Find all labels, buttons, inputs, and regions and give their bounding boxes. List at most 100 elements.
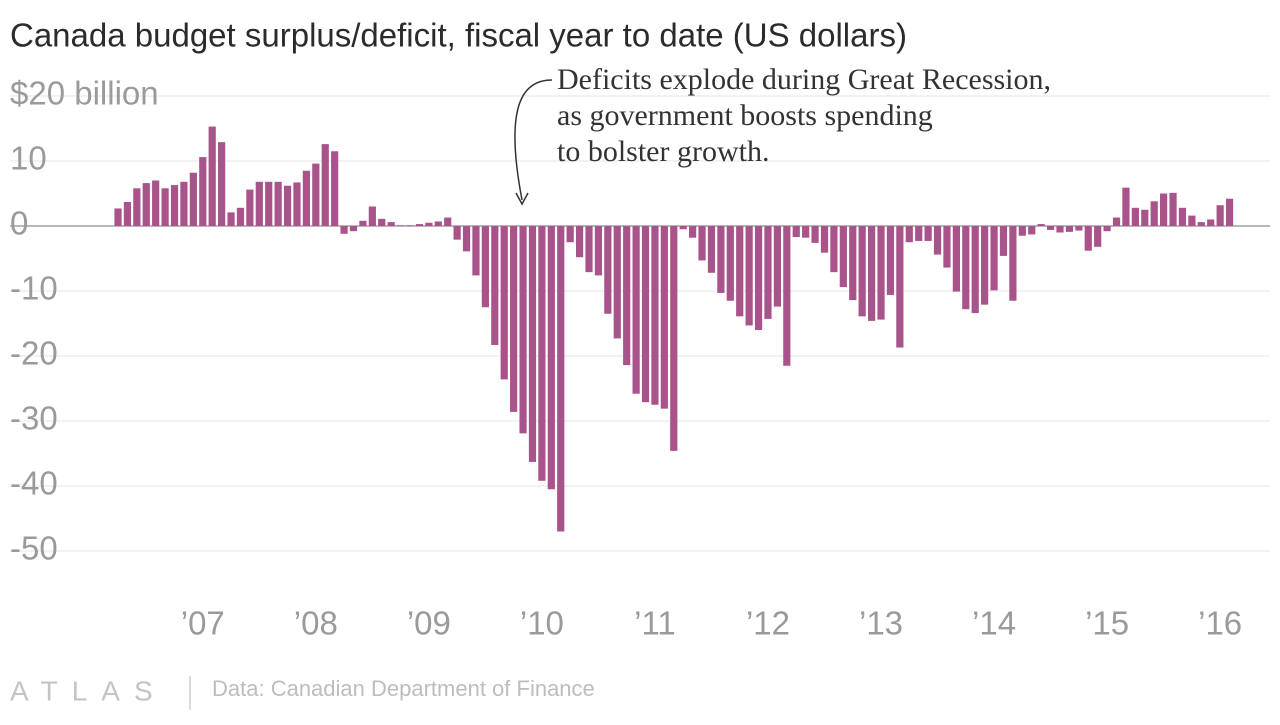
bar: [623, 226, 631, 366]
y-tick-label: -10: [10, 270, 58, 307]
bar: [557, 226, 565, 532]
bar: [1150, 201, 1158, 226]
bar: [1103, 226, 1111, 232]
bar: [425, 222, 433, 226]
logo: ATLAS: [10, 675, 167, 706]
bar: [689, 226, 697, 238]
bar: [161, 188, 169, 226]
bar: [387, 222, 395, 226]
annotation: to bolster growth.: [557, 135, 769, 168]
bar: [444, 217, 452, 226]
x-tick-label: ’15: [1085, 605, 1129, 642]
bar: [236, 207, 245, 226]
bar: [849, 226, 857, 301]
bar: [594, 226, 603, 276]
bar: [142, 183, 150, 226]
bar: [1169, 192, 1177, 226]
bar: [839, 226, 847, 288]
bar: [547, 226, 555, 490]
bar: [736, 226, 744, 317]
bar: [519, 226, 527, 434]
x-tick-label: ’09: [407, 605, 451, 642]
y-tick-label: -20: [10, 335, 58, 372]
bar: [199, 157, 207, 226]
y-tick-label: 10: [10, 140, 47, 177]
bar: [415, 224, 424, 226]
bar: [123, 201, 132, 226]
bar: [378, 218, 386, 226]
bar: [170, 185, 179, 226]
bar: [1141, 209, 1149, 226]
bar: [1046, 226, 1055, 230]
bar: [999, 226, 1008, 256]
bar: [1122, 187, 1130, 226]
bar: [915, 226, 923, 241]
x-tick-label: ’07: [181, 605, 225, 642]
bar: [717, 226, 725, 293]
bar: [1188, 215, 1196, 226]
bar: [585, 226, 593, 273]
bar: [1056, 226, 1064, 233]
bar: [990, 226, 998, 291]
y-tick-label: -40: [10, 465, 58, 502]
x-tick-label: ’12: [746, 605, 790, 642]
y-tick-label: $20 billion: [10, 75, 159, 112]
bar: [246, 189, 254, 226]
annotation: as government boosts spending: [557, 99, 933, 132]
bar: [783, 226, 791, 366]
bar: [1028, 226, 1036, 235]
bar: [406, 225, 414, 226]
bar: [114, 208, 122, 226]
bar: [274, 181, 282, 226]
bar: [651, 226, 659, 405]
bar: [1018, 226, 1026, 236]
bar: [152, 180, 160, 226]
bar: [632, 226, 640, 394]
x-tick-label: ’11: [634, 605, 676, 642]
bar: [660, 226, 668, 409]
bar: [971, 226, 979, 314]
bar: [1009, 226, 1017, 301]
bar: [679, 226, 687, 230]
y-tick-label: -30: [10, 400, 58, 437]
x-tick-label: ’10: [520, 605, 564, 642]
x-tick-label: ’16: [1198, 605, 1242, 642]
bar: [491, 226, 499, 345]
bar: [1216, 205, 1224, 226]
bar: [1225, 198, 1234, 226]
bar: [255, 181, 263, 226]
bar: [1160, 193, 1168, 226]
bar: [510, 226, 518, 412]
bar: [312, 163, 320, 226]
bar: [670, 226, 678, 451]
bar: [811, 226, 819, 243]
bar: [368, 206, 376, 226]
bar: [1131, 207, 1139, 226]
bars: [114, 126, 1234, 532]
bar: [981, 226, 989, 305]
annotation: Deficits explode during Great Recession,: [557, 63, 1051, 96]
bar: [321, 144, 329, 226]
bar: [820, 226, 829, 253]
bar: [802, 226, 810, 238]
bar: [453, 226, 461, 240]
bar: [1207, 219, 1215, 226]
source: Data: Canadian Department of Finance: [212, 676, 595, 701]
bar: [1075, 226, 1083, 231]
bar: [293, 182, 301, 226]
bar: [868, 226, 876, 321]
bar: [792, 226, 800, 238]
bar: [698, 226, 706, 261]
bar: [1065, 226, 1074, 232]
bar: [434, 221, 442, 226]
bar: [500, 226, 508, 380]
bar: [349, 226, 358, 232]
bar: [538, 226, 546, 481]
bar: [943, 226, 951, 268]
bar: [830, 226, 838, 273]
bar: [726, 226, 734, 301]
bar: [265, 181, 273, 226]
bar: [133, 188, 141, 226]
chart-title: Canada budget surplus/deficit, fiscal ye…: [10, 17, 907, 54]
bar: [302, 170, 310, 226]
